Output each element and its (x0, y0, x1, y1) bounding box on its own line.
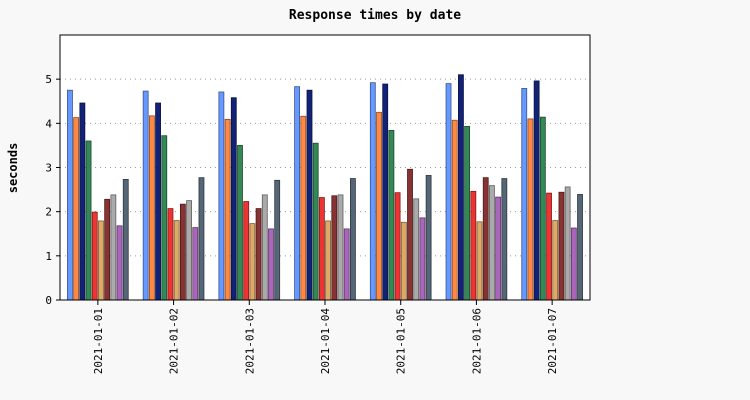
bar (155, 102, 161, 301)
x-tick-label: 2021-01-03 (243, 308, 256, 374)
bar (98, 220, 104, 301)
y-tick-label: 5 (45, 73, 52, 86)
bar (425, 175, 432, 301)
bar (173, 220, 180, 301)
bar (91, 211, 98, 301)
bar (67, 89, 73, 301)
bar (186, 200, 192, 301)
x-tick-label: 2021-01-04 (319, 308, 332, 375)
bar (470, 190, 477, 301)
bar (122, 179, 129, 301)
bar (224, 118, 231, 301)
y-axis-ticks: 0 1 2 3 4 5 (45, 73, 60, 307)
bar (552, 220, 559, 301)
bar (230, 97, 237, 301)
bar (167, 208, 174, 301)
bar (274, 179, 281, 301)
bar (501, 178, 508, 301)
bar (312, 142, 319, 301)
bar (407, 168, 413, 301)
bar (570, 227, 577, 301)
y-tick-label: 3 (45, 162, 52, 175)
bar (495, 196, 502, 301)
y-axis-label: seconds (6, 143, 20, 194)
x-tick-label: 2021-01-01 (92, 308, 105, 374)
bar (521, 88, 528, 301)
bar (451, 119, 458, 301)
bar (539, 116, 546, 301)
grid-lines (60, 78, 590, 257)
bar (261, 194, 268, 301)
bar (413, 198, 420, 301)
bar (318, 197, 325, 301)
y-tick-label: 0 (45, 294, 52, 307)
bar (400, 221, 407, 301)
bar (394, 192, 401, 301)
bar (458, 74, 464, 301)
bar (268, 228, 274, 301)
bar (79, 102, 86, 301)
bar (419, 217, 426, 301)
bar (198, 177, 205, 301)
bar (337, 194, 344, 301)
bar (445, 83, 452, 301)
bar (306, 89, 313, 301)
y-tick-label: 1 (45, 250, 52, 263)
bar (331, 195, 338, 301)
x-tick-label: 2021-01-02 (168, 308, 181, 374)
bar (192, 227, 199, 301)
bar (325, 220, 332, 301)
bar (476, 221, 483, 301)
bar (294, 86, 301, 301)
bar (255, 208, 262, 301)
bar (110, 194, 117, 301)
bar (482, 177, 489, 301)
bar (388, 129, 395, 301)
x-axis-ticks: 2021-01-01 2021-01-02 2021-01-03 2021-01-04… (92, 300, 559, 374)
y-tick-label: 4 (45, 117, 52, 130)
bar (249, 223, 256, 301)
bar (382, 83, 389, 301)
bar (243, 201, 250, 301)
bar (73, 117, 80, 301)
bar (577, 194, 583, 301)
bar (179, 203, 186, 301)
bar (349, 178, 356, 301)
bar (85, 140, 92, 301)
bar (533, 80, 540, 301)
bar (546, 192, 552, 301)
bar (369, 82, 376, 301)
bar (489, 185, 495, 301)
chart-title: Response times by date (289, 8, 461, 23)
y-tick-label: 2 (45, 206, 52, 219)
x-tick-label: 2021-01-07 (546, 308, 559, 374)
x-tick-label: 2021-01-06 (470, 308, 483, 374)
bar (116, 225, 123, 301)
bar (218, 91, 225, 301)
bar (142, 90, 149, 301)
bar (527, 118, 534, 301)
bar (300, 115, 307, 301)
bar (464, 126, 471, 301)
x-tick-label: 2021-01-05 (395, 308, 408, 374)
bar (148, 115, 155, 301)
bar (564, 186, 571, 301)
bar (558, 191, 565, 301)
bar (376, 111, 382, 301)
bar (161, 135, 168, 301)
bar (104, 198, 111, 301)
bar (343, 228, 350, 301)
bar (237, 145, 243, 301)
